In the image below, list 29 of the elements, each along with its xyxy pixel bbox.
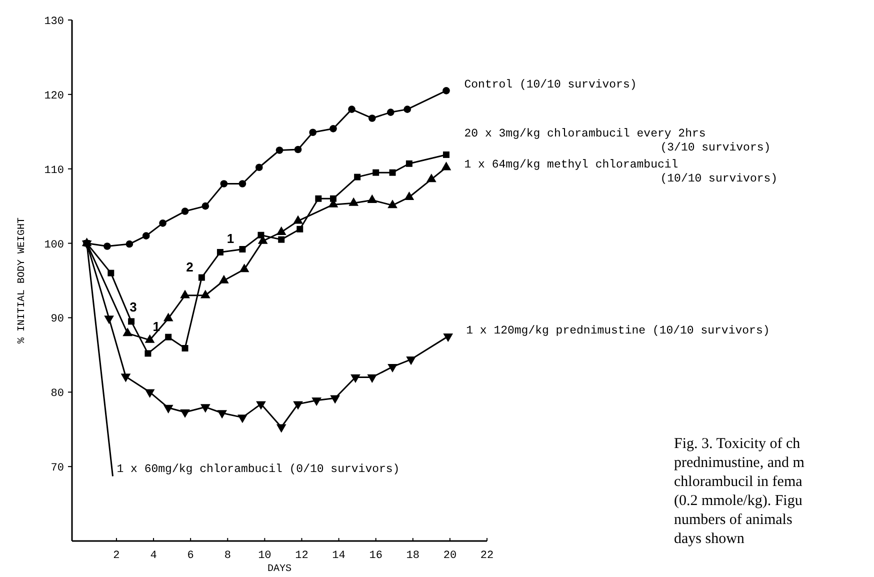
x-tick-label: 16 — [369, 550, 382, 562]
series-label: Control (10/10 survivors) — [464, 78, 637, 92]
x-tick-label: 2 — [113, 550, 120, 562]
annotation: 1 — [226, 231, 234, 246]
x-axis-title: DAYS — [267, 564, 292, 575]
series-label: 1 x 64mg/kg methyl chlorambucil (10/10 survivors) — [464, 158, 778, 186]
x-tick-label: 8 — [224, 550, 231, 562]
x-tick-label: 22 — [480, 550, 494, 562]
x-tick-label: 4 — [150, 550, 158, 562]
x-tick-label: 14 — [332, 550, 346, 562]
y-axis-title: % INITIAL BODY WEIGHT — [17, 217, 28, 344]
x-tick-label: 20 — [443, 550, 457, 562]
series-label: 1 x 120mg/kg prednimustine (10/10 survivors) — [466, 324, 770, 338]
annotation: 2 — [186, 260, 194, 275]
series-label: 20 x 3mg/kg chlorambucil every 2hrs (3/10 survivors) — [464, 128, 771, 155]
x-tick-label: 10 — [258, 550, 272, 562]
annotation: 3 — [130, 299, 137, 314]
y-tick-label: 70 — [50, 462, 64, 475]
caption: Fig. 3. Toxicity of ch prednimustine, and m chlorambucil in fema (0.2 mmole/kg). Figu numbers of animals days shown — [674, 436, 805, 547]
y-tick-label: 80 — [50, 388, 64, 400]
y-tick-label: 120 — [44, 90, 64, 102]
x-tick-label: 18 — [406, 550, 420, 562]
x-tick-label: 6 — [187, 550, 194, 562]
y-tick-label: 130 — [44, 16, 64, 28]
y-tick-label: 90 — [50, 314, 64, 326]
y-tick-label: 100 — [44, 239, 64, 252]
series-label: 1 x 60mg/kg chlorambucil (0/10 survivors) — [116, 463, 400, 476]
y-tick-label: 110 — [44, 164, 64, 177]
x-tick-label: 12 — [295, 550, 308, 562]
